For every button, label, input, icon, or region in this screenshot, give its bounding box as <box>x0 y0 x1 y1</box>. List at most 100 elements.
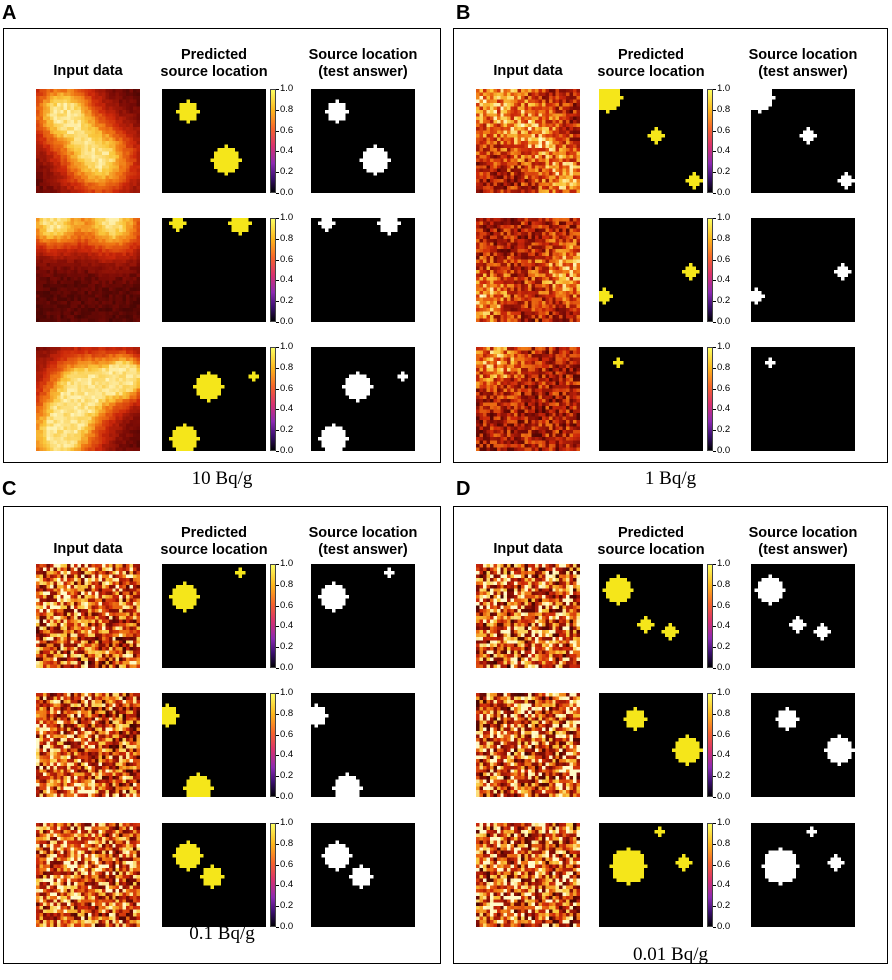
colorbar-tick-label: 0.8 <box>717 361 731 373</box>
header-input-data: Input data <box>493 63 563 79</box>
panel-letter: B <box>456 2 471 24</box>
colorbar-tick-mark <box>713 451 716 452</box>
colorbar-tick-mark <box>713 280 716 282</box>
header-answer: Source location (test answer) <box>308 47 418 80</box>
colorbar-tick-label: 0.8 <box>280 232 294 244</box>
colorbar-tick-label: 0.4 <box>717 403 731 415</box>
colorbar-tick-label: 0.0 <box>280 921 294 932</box>
colorbar-tick-mark <box>276 668 279 669</box>
colorbar-tick-mark <box>276 823 279 824</box>
predicted-map <box>599 89 703 193</box>
colorbar-tick-mark <box>713 734 716 736</box>
panel-caption: 0.1 Bq/g <box>189 923 255 944</box>
panel-a: Input data Predicted source location Source… <box>3 28 441 463</box>
colorbar-tick-label: 1.0 <box>280 83 294 94</box>
colorbar-tick-mark <box>276 647 279 649</box>
colorbar <box>270 218 276 322</box>
input-heatmap <box>36 347 140 451</box>
colorbar-tick-label: 0.4 <box>280 145 294 157</box>
colorbar-tick-label: 0.4 <box>717 749 731 761</box>
colorbar <box>707 89 713 193</box>
colorbar <box>707 218 713 322</box>
colorbar-tick-label: 0.8 <box>717 837 731 849</box>
colorbar-tick-label: 0.8 <box>280 837 294 849</box>
predicted-map <box>599 218 703 322</box>
colorbar-tick-mark <box>276 238 279 240</box>
answer-map <box>751 564 855 668</box>
colorbar-tick-label: 0.6 <box>717 124 731 136</box>
colorbar-tick-label: 0.4 <box>280 879 294 891</box>
colorbar-tick-label: 0.2 <box>717 770 731 782</box>
panel-caption: 0.01 Bq/g <box>633 944 708 965</box>
colorbar-tick-label: 0.0 <box>717 445 731 456</box>
predicted-map <box>599 347 703 451</box>
colorbar-tick-label: 1.0 <box>280 558 294 569</box>
panel-d: Input data Predicted source location Source… <box>453 506 888 964</box>
colorbar-tick-label: 0.6 <box>280 599 294 611</box>
colorbar-tick-mark <box>713 906 716 908</box>
colorbar-tick-label: 1.0 <box>280 687 294 698</box>
colorbar-tick-mark <box>713 605 716 607</box>
colorbar <box>707 693 713 797</box>
predicted-map <box>162 693 266 797</box>
panel-c: Input data Predicted source location Source… <box>3 506 441 964</box>
colorbar-tick-label: 0.4 <box>717 145 731 157</box>
colorbar-tick-mark <box>713 626 716 628</box>
colorbar-tick-mark <box>276 605 279 607</box>
panel-letter: C <box>2 478 17 500</box>
colorbar-tick-label: 1.0 <box>717 341 731 352</box>
colorbar-tick-label: 0.6 <box>717 253 731 265</box>
colorbar-tick-label: 0.2 <box>280 770 294 782</box>
colorbar-tick-mark <box>713 347 716 348</box>
colorbar-tick-label: 0.2 <box>280 900 294 912</box>
panel-caption: 1 Bq/g <box>644 468 697 489</box>
colorbar-tick-label: 0.4 <box>717 274 731 286</box>
colorbar-tick-mark <box>276 280 279 282</box>
colorbar-tick-mark <box>276 776 279 778</box>
colorbar-tick-label: 0.8 <box>280 103 294 115</box>
input-heatmap <box>476 347 580 451</box>
colorbar-tick-mark <box>713 301 716 303</box>
colorbar-tick-label: 0.6 <box>717 382 731 394</box>
predicted-map <box>162 347 266 451</box>
colorbar-tick-mark <box>276 322 279 323</box>
colorbar-tick-label: 0.4 <box>280 274 294 286</box>
colorbar-tick-label: 0.0 <box>717 791 731 802</box>
colorbar-tick-mark <box>713 885 716 887</box>
colorbar-tick-label: 0.8 <box>717 707 731 719</box>
colorbar-tick-label: 0.0 <box>717 662 731 673</box>
colorbar-tick-mark <box>713 130 716 132</box>
colorbar-tick-label: 1.0 <box>717 83 731 94</box>
colorbar-tick-label: 1.0 <box>717 817 731 828</box>
colorbar-tick-label: 0.6 <box>717 858 731 870</box>
colorbar-tick-label: 0.0 <box>280 316 294 327</box>
header-input-data: Input data <box>53 541 123 557</box>
colorbar-tick-mark <box>276 564 279 565</box>
answer-map <box>311 564 415 668</box>
answer-map <box>751 823 855 927</box>
header-answer: Source location (test answer) <box>308 525 418 558</box>
colorbar-tick-mark <box>276 797 279 798</box>
colorbar-tick-mark <box>276 864 279 866</box>
panel-letter: A <box>2 2 17 24</box>
colorbar-tick-label: 0.2 <box>717 900 731 912</box>
header-input-data: Input data <box>493 541 563 557</box>
colorbar-tick-label: 0.6 <box>280 253 294 265</box>
colorbar-tick-mark <box>276 430 279 432</box>
input-heatmap <box>36 693 140 797</box>
predicted-map <box>162 89 266 193</box>
colorbar-tick-mark <box>276 927 279 928</box>
colorbar-tick-label: 0.6 <box>280 858 294 870</box>
colorbar-tick-mark <box>713 409 716 411</box>
colorbar-tick-mark <box>713 259 716 261</box>
input-heatmap <box>36 564 140 668</box>
colorbar-tick-mark <box>713 172 716 174</box>
colorbar <box>707 823 713 927</box>
colorbar-tick-label: 0.2 <box>280 295 294 307</box>
colorbar <box>270 693 276 797</box>
colorbar-tick-mark <box>713 89 716 90</box>
answer-map <box>751 218 855 322</box>
predicted-map <box>162 823 266 927</box>
header-predicted: Predicted source location <box>597 47 705 80</box>
colorbar-tick-label: 0.2 <box>717 641 731 653</box>
